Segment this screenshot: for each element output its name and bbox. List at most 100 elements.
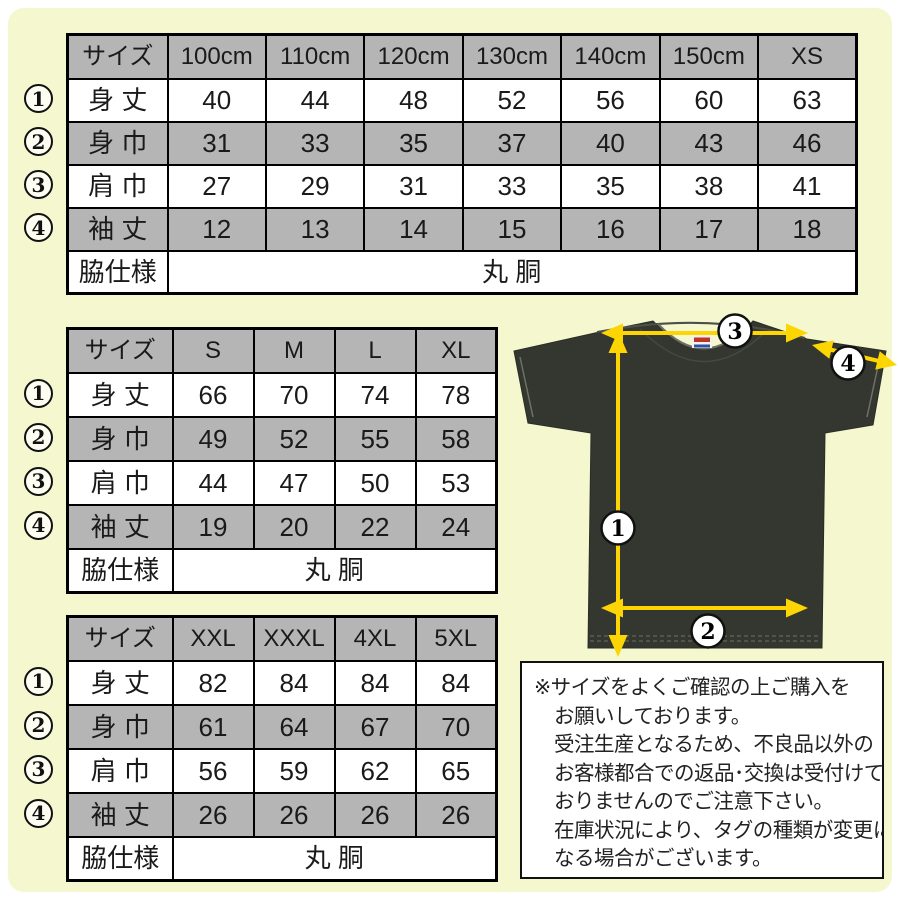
column-header: サイズ [66, 615, 174, 662]
column-header: XS [757, 33, 858, 80]
note-line: お願いしております。 [554, 704, 751, 728]
spec-label: 脇仕様 [66, 249, 169, 295]
note-line: ※サイズをよくご確認の上ご購入を [534, 676, 851, 699]
size-table-adult-block: サイズ S M L XL 身 丈 66 70 74 78 身 巾 49 52 55 58 肩 巾 44 47 50 5… [24, 327, 498, 594]
column-header: S [171, 327, 255, 374]
size-value-cell: 20 [252, 503, 336, 550]
size-value-cell: 35 [560, 163, 661, 209]
point-circle-1: 1 [600, 510, 636, 546]
note-line: 在庫状況により、タグの種類が変更に [554, 818, 884, 842]
size-value-cell: 53 [414, 459, 498, 506]
size-value-cell: 66 [171, 371, 255, 418]
column-header: L [333, 327, 417, 374]
column-header: XXL [171, 615, 255, 662]
purchase-note-box: ※サイズをよくご確認の上ご購入を お願いしております。 受注生産となるため、不良品以… [520, 661, 884, 879]
table-row: 身 巾 61 64 67 70 [66, 703, 498, 750]
size-value-cell: 78 [414, 371, 498, 418]
column-header: XL [414, 327, 498, 374]
size-value-cell: 16 [560, 206, 661, 252]
size-table-adult: サイズ S M L XL 身 丈 66 70 74 78 身 巾 49 52 55 58 肩 巾 44 47 50 5… [66, 327, 498, 594]
size-value-cell: 44 [264, 77, 366, 123]
size-value-cell: 15 [461, 206, 563, 252]
size-value-cell: 18 [757, 206, 858, 252]
size-value-cell: 14 [363, 206, 464, 252]
size-value-cell: 60 [658, 77, 760, 123]
row-label: 身 丈 [66, 659, 174, 706]
row-point-circle: 2 [24, 422, 53, 452]
spec-label: 脇仕様 [66, 547, 174, 594]
column-header: M [252, 327, 336, 374]
svg-text:4: 4 [840, 351, 855, 377]
size-value-cell: 26 [414, 791, 498, 838]
size-value-cell: 55 [333, 415, 417, 462]
size-value-cell: 84 [333, 659, 417, 706]
row-point-circle: 4 [24, 510, 53, 540]
column-header: 110cm [264, 33, 366, 80]
column-header: 150cm [658, 33, 760, 80]
size-value-cell: 49 [171, 415, 255, 462]
svg-text:1: 1 [610, 516, 625, 542]
column-header: 140cm [560, 33, 661, 80]
size-value-cell: 35 [363, 120, 464, 166]
arrow-body-length [608, 331, 628, 657]
column-header: 5XL [414, 615, 498, 662]
row-point-circle: 1 [24, 84, 53, 113]
row-label: 袖 丈 [66, 206, 169, 252]
note-line: なる場合がございます。 [554, 847, 772, 870]
size-value-cell: 29 [264, 163, 366, 209]
brand-tag [692, 335, 712, 348]
size-value-cell: 22 [333, 503, 417, 550]
table-row: 肩 巾 27 29 31 33 35 38 41 [66, 163, 858, 209]
size-value-cell: 43 [658, 120, 760, 166]
column-header: サイズ [66, 33, 169, 80]
row-point-circle: 3 [24, 754, 53, 784]
point-circle-3: 3 [717, 313, 753, 349]
spec-row: 脇仕様丸 胴 [66, 249, 858, 295]
spec-row: 脇仕様丸 胴 [66, 835, 498, 882]
table-row: 袖 丈 26 26 26 26 [66, 791, 498, 838]
size-value-cell: 62 [333, 747, 417, 794]
size-value-cell: 19 [171, 503, 255, 550]
size-value-cell: 31 [363, 163, 464, 209]
size-value-cell: 63 [757, 77, 858, 123]
size-value-cell: 46 [757, 120, 858, 166]
size-value-cell: 50 [333, 459, 417, 506]
size-value-cell: 17 [658, 206, 760, 252]
row-point-circle: 3 [24, 170, 53, 199]
size-value-cell: 74 [333, 371, 417, 418]
size-value-cell: 84 [414, 659, 498, 706]
size-value-cell: 56 [560, 77, 661, 123]
column-header: XXXL [252, 615, 336, 662]
table-row: 身 丈 82 84 84 84 [66, 659, 498, 706]
table-row: 肩 巾 44 47 50 53 [66, 459, 498, 506]
size-value-cell: 65 [414, 747, 498, 794]
size-value-cell: 27 [166, 163, 267, 209]
column-header: 130cm [461, 33, 563, 80]
row-label: 身 丈 [66, 77, 169, 123]
size-value-cell: 58 [414, 415, 498, 462]
left-sleeve-hem-stitch [519, 356, 534, 418]
table-row: 身 巾 49 52 55 58 [66, 415, 498, 462]
size-value-cell: 37 [461, 120, 563, 166]
column-header: 4XL [333, 615, 417, 662]
size-value-cell: 12 [166, 206, 267, 252]
header-row: サイズ XXL XXXL 4XL 5XL [66, 615, 498, 662]
row-label: 身 巾 [66, 120, 169, 166]
size-table-big-block: サイズ XXL XXXL 4XL 5XL 身 丈 82 84 84 84 身 巾 61 64 67 70 肩 … [24, 615, 498, 882]
size-table-kids-block: サイズ 100cm 110cm 120cm 130cm 140cm 150cm XS 身 丈 40… [24, 33, 858, 295]
spec-value: 丸 胴 [171, 835, 498, 882]
row-label: 身 巾 [66, 703, 174, 750]
row-label: 肩 巾 [66, 747, 174, 794]
row-point-circle: 2 [24, 710, 53, 740]
row-point-circle: 4 [24, 798, 53, 828]
size-value-cell: 41 [757, 163, 858, 209]
table-row: 身 丈 66 70 74 78 [66, 371, 498, 418]
table-row: 肩 巾 56 59 62 65 [66, 747, 498, 794]
size-value-cell: 40 [560, 120, 661, 166]
size-value-cell: 26 [252, 791, 336, 838]
row-label: 身 巾 [66, 415, 174, 462]
point-circle-4: 4 [830, 345, 866, 381]
row-point-circle: 1 [24, 666, 53, 696]
size-value-cell: 33 [461, 163, 563, 209]
